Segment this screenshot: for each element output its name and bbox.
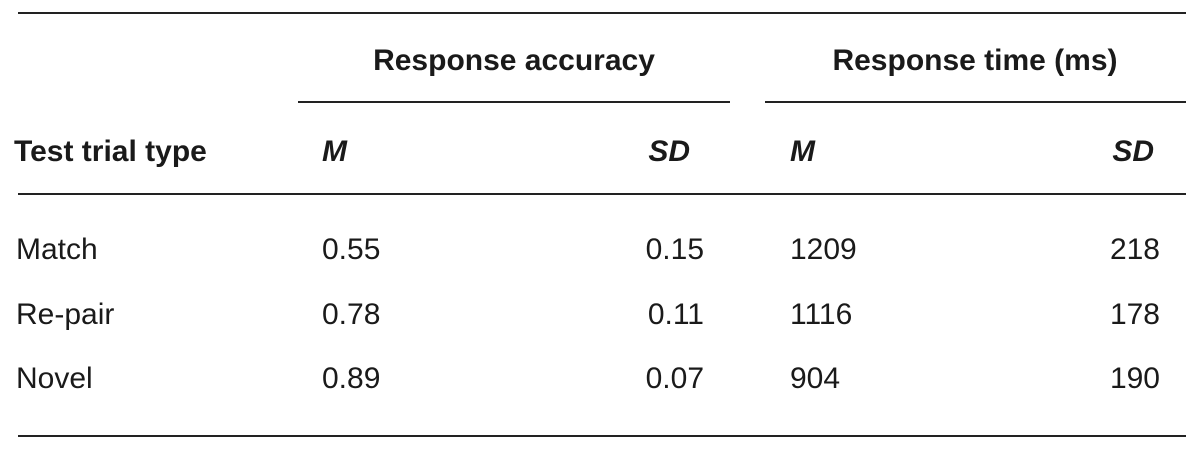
cell: 0.78 xyxy=(322,298,380,331)
cell: 0.07 xyxy=(646,362,704,395)
cell: 0.55 xyxy=(322,233,380,266)
cell: 1116 xyxy=(790,298,852,331)
column-header: SD xyxy=(648,135,690,168)
cell: 1209 xyxy=(790,233,857,266)
group-header: Response time (ms) xyxy=(832,44,1117,77)
cell: 190 xyxy=(1110,362,1160,395)
column-header: SD xyxy=(1112,135,1154,168)
cell: 218 xyxy=(1110,233,1160,266)
row-label: Novel xyxy=(16,362,93,395)
group-header: Response accuracy xyxy=(373,44,655,77)
cell: 0.15 xyxy=(646,233,704,266)
column-header: Test trial type xyxy=(14,135,207,168)
cell: 0.11 xyxy=(648,298,704,331)
cell: 904 xyxy=(790,362,840,395)
cell: 178 xyxy=(1110,298,1160,331)
row-label: Re-pair xyxy=(16,298,114,331)
column-header: M xyxy=(790,135,816,168)
row-label: Match xyxy=(16,233,98,266)
cell: 0.89 xyxy=(322,362,380,395)
column-header: M xyxy=(322,135,348,168)
